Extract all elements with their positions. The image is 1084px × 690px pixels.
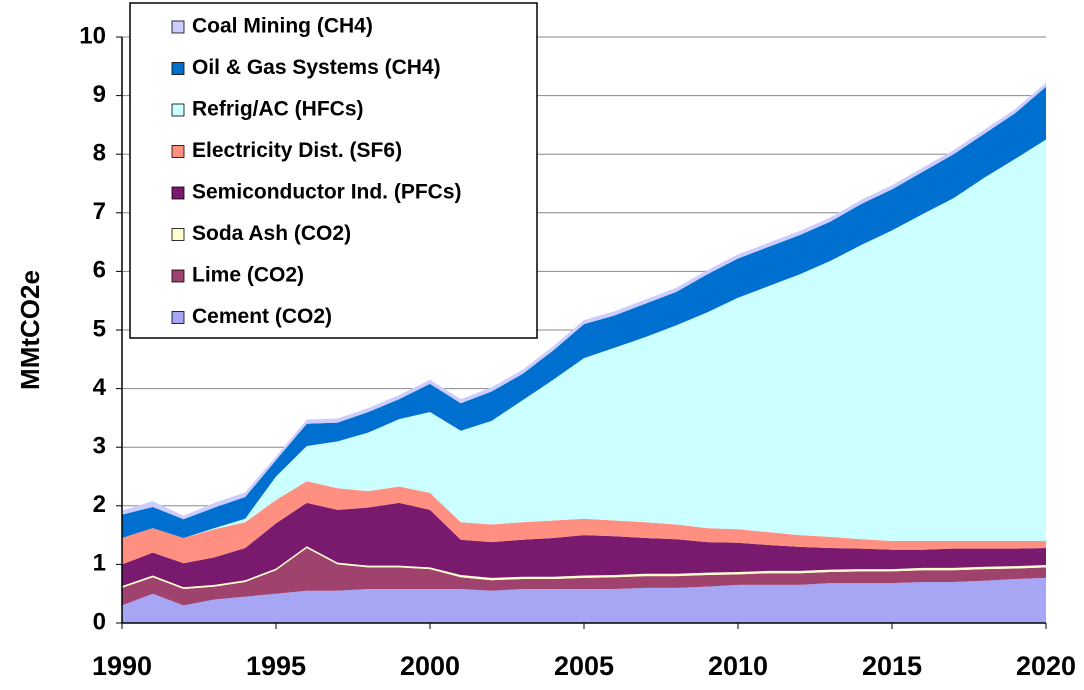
y-tick-label: 5 [93,315,106,342]
legend-label: Cement (CO2) [192,305,332,328]
legend-swatch [171,103,185,117]
legend-swatch [171,62,185,75]
legend-label: Soda Ash (CO2) [192,222,351,245]
legend-swatch [171,145,185,158]
x-tick-label: 1990 [92,651,152,681]
y-tick-label: 10 [79,22,106,49]
area [122,86,1046,539]
y-tick-label: 9 [93,81,106,108]
legend-swatch [171,228,185,241]
area [122,481,1046,565]
y-tick-label: 7 [93,198,106,225]
legend-label: Coal Mining (CH4) [192,15,373,38]
x-tick-label: 1995 [246,651,306,681]
legend-swatch [171,20,185,34]
area [122,547,1046,606]
y-tick-label: 1 [93,550,106,577]
y-axis-label: MMtCO2e [15,270,45,390]
y-tick-label: 8 [93,140,106,167]
y-tick-label: 0 [93,608,106,635]
area [122,502,1046,588]
x-tick-label: 2020 [1016,651,1076,681]
legend-label: Electricity Dist. (SF6) [192,139,402,162]
legend-label: Lime (CO2) [192,264,304,287]
legend-swatch [171,186,185,200]
x-tick-label: 2015 [862,651,922,681]
x-tick-label: 2010 [708,651,768,681]
y-tick-label: 2 [93,491,106,518]
legend-label: Oil & Gas Systems (CH4) [192,56,441,79]
area [122,139,1046,541]
legend-label: Refrig/AC (HFCs) [192,98,364,121]
y-tick-label: 6 [93,257,106,284]
x-tick-label: 2000 [400,651,460,681]
x-tick-label: 2005 [554,651,614,681]
legend-swatch [171,269,185,283]
area [122,577,1046,623]
legend-box [129,2,538,339]
legend-label: Semiconductor Ind. (PFCs) [192,181,462,204]
y-tick-label: 3 [93,433,106,460]
legend-swatch [171,311,185,324]
y-tick-label: 4 [93,374,107,401]
